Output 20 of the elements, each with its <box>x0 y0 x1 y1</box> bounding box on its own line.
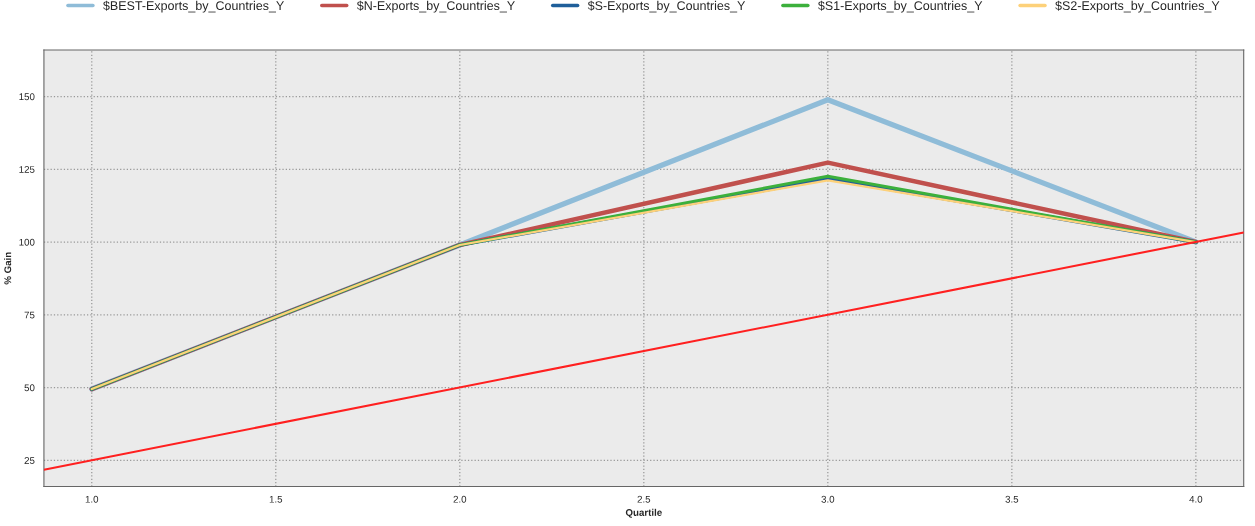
x-tick-label: 2.0 <box>453 495 467 503</box>
x-tick-label: 3.0 <box>821 495 835 503</box>
x-axis-title: Quartile <box>625 508 662 518</box>
y-tick-label: 25 <box>24 457 35 464</box>
x-tick-label: 1.0 <box>85 495 99 503</box>
y-tick-label: 75 <box>24 311 35 319</box>
legend-label: $S-Exports_by_Countries_Y <box>587 0 746 13</box>
legend-label: $BEST-Exports_by_Countries_Y <box>103 0 284 13</box>
y-axis-title: % Gain <box>4 252 12 285</box>
y-tick-label: 50 <box>24 384 35 392</box>
x-tick-label: 3.5 <box>1005 495 1019 503</box>
y-tick-label: 100 <box>19 238 35 246</box>
x-tick-label: 4.0 <box>1189 495 1203 503</box>
legend-label: $S1-Exports_by_Countries_Y <box>818 0 983 13</box>
x-tick-label: 2.5 <box>637 495 651 503</box>
legend-label: $S2-Exports_by_Countries_Y <box>1055 0 1220 13</box>
x-tick-label: 1.5 <box>269 495 283 503</box>
y-tick-label: 150 <box>19 93 35 101</box>
y-tick-label: 125 <box>19 166 35 173</box>
legend-label: $N-Exports_by_Countries_Y <box>356 0 515 13</box>
